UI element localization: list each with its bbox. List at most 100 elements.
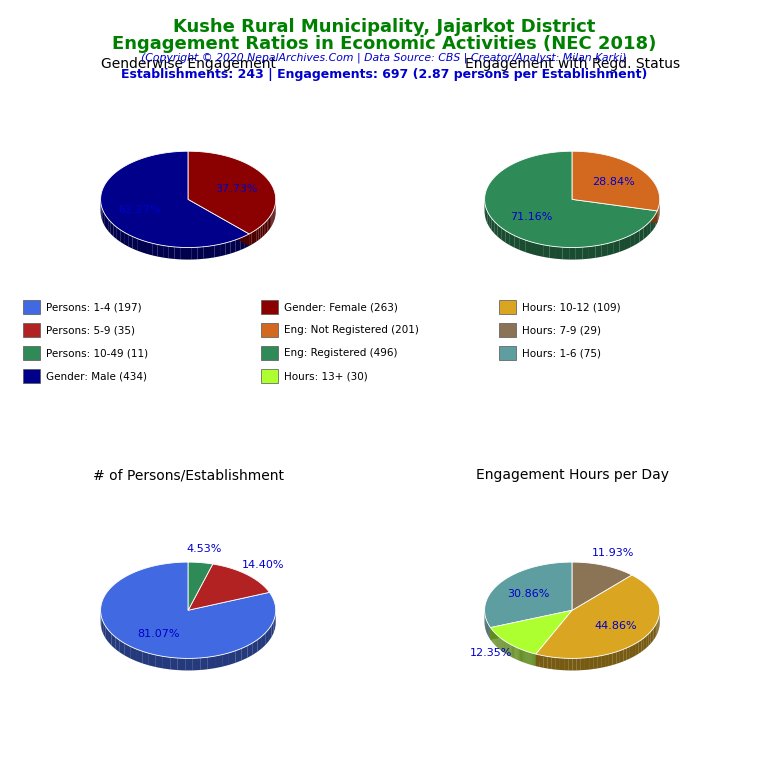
Polygon shape	[533, 654, 534, 666]
Polygon shape	[648, 632, 650, 646]
Text: Eng: Not Registered (201): Eng: Not Registered (201)	[284, 325, 419, 336]
Polygon shape	[104, 213, 106, 228]
Polygon shape	[124, 644, 130, 658]
Polygon shape	[260, 225, 263, 239]
Polygon shape	[188, 200, 249, 246]
Text: Gender: Female (263): Gender: Female (263)	[284, 302, 398, 313]
Polygon shape	[220, 243, 225, 257]
Text: 37.73%: 37.73%	[216, 184, 258, 194]
Polygon shape	[485, 200, 660, 260]
Polygon shape	[185, 658, 193, 670]
Polygon shape	[492, 218, 495, 233]
Polygon shape	[531, 653, 533, 665]
Polygon shape	[536, 654, 540, 667]
Polygon shape	[534, 654, 535, 666]
Title: Engagement Hours per Day: Engagement Hours per Day	[475, 468, 669, 482]
Polygon shape	[562, 247, 569, 260]
Polygon shape	[644, 224, 647, 240]
Polygon shape	[188, 562, 213, 611]
Polygon shape	[105, 626, 108, 642]
Polygon shape	[489, 215, 492, 230]
Text: Kushe Rural Municipality, Jajarkot District: Kushe Rural Municipality, Jajarkot Distr…	[173, 18, 595, 35]
Polygon shape	[214, 244, 220, 257]
Polygon shape	[101, 617, 103, 634]
Polygon shape	[485, 151, 657, 247]
Polygon shape	[485, 204, 486, 220]
Polygon shape	[617, 650, 620, 664]
Text: 81.07%: 81.07%	[137, 629, 180, 639]
Polygon shape	[152, 243, 157, 257]
Text: Persons: 10-49 (11): Persons: 10-49 (11)	[46, 348, 148, 359]
Polygon shape	[114, 224, 117, 240]
Polygon shape	[518, 648, 519, 660]
Polygon shape	[601, 655, 605, 667]
Polygon shape	[136, 649, 142, 664]
Polygon shape	[560, 658, 564, 670]
Polygon shape	[526, 651, 527, 664]
Polygon shape	[607, 242, 614, 256]
Polygon shape	[511, 645, 512, 657]
Polygon shape	[536, 611, 572, 666]
Text: Gender: Male (434): Gender: Male (434)	[46, 371, 147, 382]
Polygon shape	[502, 227, 505, 243]
Polygon shape	[647, 221, 650, 237]
Polygon shape	[222, 653, 229, 667]
Polygon shape	[266, 220, 267, 233]
Polygon shape	[576, 247, 582, 260]
Text: Hours: 13+ (30): Hours: 13+ (30)	[284, 371, 368, 382]
Polygon shape	[269, 625, 272, 641]
Text: Establishments: 243 | Engagements: 697 (2.87 persons per Establishment): Establishments: 243 | Engagements: 697 (…	[121, 68, 647, 81]
Polygon shape	[505, 230, 510, 245]
Text: Engagement Ratios in Economic Activities (NEC 2018): Engagement Ratios in Economic Activities…	[112, 35, 656, 52]
Polygon shape	[589, 657, 593, 670]
Polygon shape	[207, 656, 215, 669]
Polygon shape	[633, 644, 636, 657]
Polygon shape	[644, 636, 646, 650]
Polygon shape	[487, 211, 489, 227]
Text: Hours: 10-12 (109): Hours: 10-12 (109)	[522, 302, 621, 313]
Polygon shape	[101, 562, 276, 658]
Polygon shape	[639, 227, 644, 242]
Text: 62.27%: 62.27%	[118, 205, 161, 215]
Polygon shape	[117, 227, 121, 242]
Polygon shape	[271, 213, 273, 227]
Polygon shape	[197, 247, 204, 260]
Polygon shape	[485, 562, 572, 627]
Polygon shape	[624, 648, 627, 661]
Polygon shape	[589, 246, 595, 259]
Polygon shape	[253, 640, 257, 655]
Polygon shape	[595, 245, 601, 258]
Polygon shape	[149, 654, 156, 667]
Polygon shape	[188, 564, 270, 611]
Polygon shape	[636, 641, 639, 655]
Polygon shape	[572, 658, 577, 670]
Polygon shape	[544, 656, 548, 668]
Polygon shape	[630, 233, 635, 247]
Polygon shape	[111, 634, 115, 649]
Polygon shape	[527, 651, 528, 664]
Polygon shape	[569, 247, 576, 260]
Polygon shape	[130, 647, 136, 661]
Polygon shape	[528, 652, 530, 664]
Polygon shape	[572, 151, 660, 211]
Polygon shape	[498, 224, 502, 240]
Text: 11.93%: 11.93%	[592, 548, 634, 558]
Polygon shape	[240, 236, 245, 250]
Polygon shape	[585, 657, 589, 670]
Polygon shape	[193, 658, 200, 670]
Polygon shape	[163, 246, 169, 258]
Polygon shape	[641, 638, 644, 652]
Title: Engagement with Regd. Status: Engagement with Regd. Status	[465, 58, 680, 71]
Polygon shape	[120, 641, 124, 655]
Polygon shape	[252, 231, 254, 244]
Polygon shape	[258, 227, 260, 240]
Text: Eng: Registered (496): Eng: Registered (496)	[284, 348, 398, 359]
Polygon shape	[174, 247, 180, 260]
Polygon shape	[593, 657, 598, 669]
Text: (Copyright © 2020 NepalArchives.Com | Data Source: CBS | Creator/Analyst: Milan : (Copyright © 2020 NepalArchives.Com | Da…	[141, 52, 627, 63]
Title: # of Persons/Establishment: # of Persons/Establishment	[93, 468, 283, 482]
Polygon shape	[264, 221, 266, 235]
Polygon shape	[147, 242, 152, 255]
Polygon shape	[620, 238, 625, 252]
Polygon shape	[525, 240, 531, 254]
